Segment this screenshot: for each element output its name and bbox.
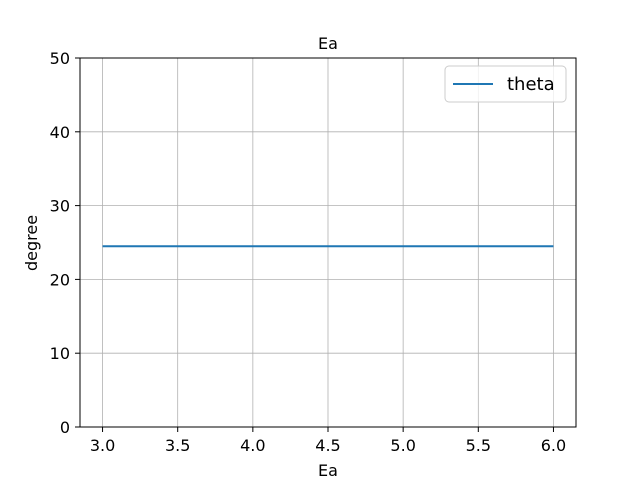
y-tick-label: 40 [50, 123, 70, 142]
y-tick-label: 50 [50, 49, 70, 68]
y-tick-label: 0 [60, 418, 70, 437]
y-tick-label: 30 [50, 197, 70, 216]
x-tick-label: 4.5 [315, 436, 340, 455]
x-tick-label: 5.5 [466, 436, 491, 455]
legend-box [444, 65, 567, 103]
x-tick-label: 6.0 [541, 436, 566, 455]
y-axis-label: degree [22, 215, 41, 271]
x-tick-label: 3.0 [90, 436, 115, 455]
chart-title: Ea [318, 34, 338, 53]
x-tick-label: 4.0 [240, 436, 265, 455]
legend-label-theta: theta [507, 74, 555, 95]
x-tick-label: 3.5 [165, 436, 190, 455]
x-axis-ticks: 3.0 3.5 4.0 4.5 5.0 5.5 6.0 [90, 427, 566, 455]
legend: theta [444, 65, 567, 103]
x-axis-label: Ea [318, 461, 338, 480]
y-tick-label: 10 [50, 344, 70, 363]
x-tick-label: 5.0 [390, 436, 415, 455]
y-axis-ticks: 0 10 20 30 40 50 [50, 49, 80, 437]
y-tick-label: 20 [50, 270, 70, 289]
